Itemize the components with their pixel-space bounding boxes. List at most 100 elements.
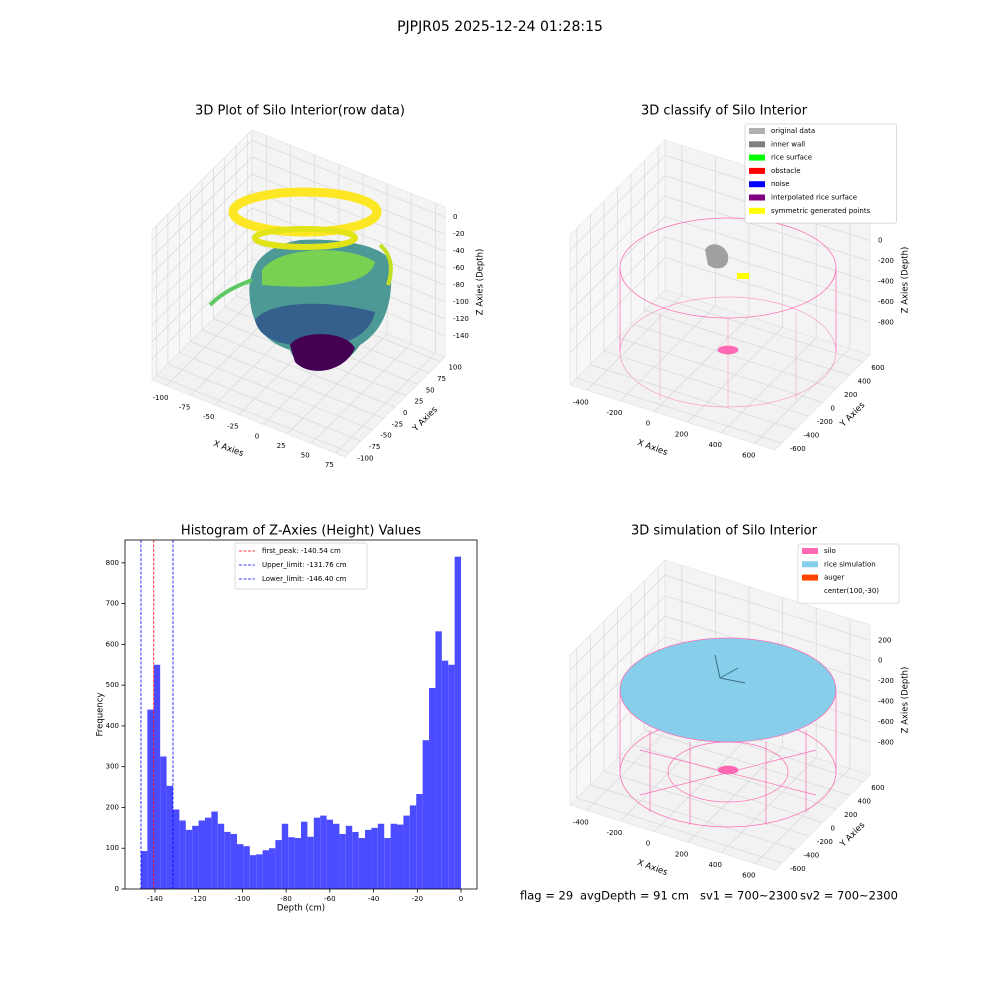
legend-label: original data [771,127,815,135]
grid-line [576,377,782,444]
grid-line [190,341,384,419]
x-tick-label: 0 [646,840,650,848]
x-tick-label: -100 [153,394,169,402]
grid-line [569,216,666,312]
y-tick-label: 500 [106,681,119,689]
chart-title: Histogram of Z-Axies (Height) Values [181,524,421,539]
bar [211,811,218,889]
y-tick-label: 200 [844,391,857,399]
legend-swatch [749,128,765,134]
z-tick-label: 0 [878,237,882,245]
y-tick-label: 100 [448,364,461,372]
auger [714,654,746,684]
y-tick-label: 0 [403,409,407,417]
grid-line [151,173,253,275]
y-tick-label: 300 [106,763,119,771]
x-tick-label: -400 [573,818,589,826]
bar [384,838,391,889]
grid-line [658,296,864,363]
z-tick-label: -600 [878,718,894,726]
x-tick-label: 75 [325,461,334,469]
y-tick-label: 800 [106,559,119,567]
bar [326,819,334,889]
grid-line [569,636,666,732]
y-tick-label: -50 [380,432,391,440]
grid-line [569,257,666,353]
legend-label: obstacle [771,167,801,175]
cloud-stray [378,243,393,286]
x-tick-label: 600 [742,452,755,460]
bar [185,829,193,889]
z-tick-label: -60 [453,264,464,272]
legend-label: rice surface [771,154,812,162]
grid-line [167,363,362,442]
grid-line [569,236,666,333]
bar [320,815,327,889]
y-tick-label: 75 [437,375,446,383]
y-axis-label: Frequency [96,693,106,737]
z-tick-label: -400 [878,698,894,706]
y-tick-label: 600 [871,364,884,372]
legend-swatch [749,154,765,161]
legend-swatch [749,207,765,214]
x-axis-label: Depth (cm) [277,904,325,914]
legend-label: Upper_limit: -131.76 cm [262,561,347,569]
y-tick-label: 200 [844,811,857,819]
legend-label: Lower_limit: -146.40 cm [262,575,347,583]
y-tick-label: 50 [426,386,435,394]
bar [243,846,250,889]
bar [429,687,436,889]
grid-line [569,615,666,712]
z-tick-label: -400 [878,278,894,286]
z-tick-label: -200 [878,257,894,265]
z-tick-label: -800 [878,318,894,326]
bar [140,851,148,889]
z-tick-label: -800 [878,738,894,746]
x-tick-label: -50 [203,413,214,421]
x-tick-label: 25 [277,442,286,450]
x-tick-label: 0 [646,420,650,428]
bar [198,820,205,889]
y-tick-label: -100 [358,454,374,462]
y-tick-label: -400 [803,852,819,860]
grid-line [569,195,666,292]
z-tick-label: -20 [453,230,464,238]
y-tick-label: -600 [790,865,806,873]
z-tick-label: -120 [453,315,469,323]
grid-line [569,575,666,671]
x-tick-label: -200 [606,829,622,837]
grid-line [630,323,837,390]
y-tick-label: -25 [392,420,403,428]
z-tick-label: -80 [453,281,464,289]
y-tick-label: -75 [369,443,380,451]
grid-line [151,258,253,360]
bar [409,805,417,889]
grid-line [151,207,253,309]
z-tick-label: -200 [878,677,894,685]
y-tick-label: 400 [858,377,871,385]
bar [377,823,385,889]
bar [397,824,404,889]
legend-label: noise [771,180,790,188]
x-tick-label: 200 [675,850,688,858]
rice-surface [619,637,837,743]
grid-line [603,770,810,837]
y-tick-label: -200 [817,418,833,426]
chart-title: 3D simulation of Silo Interior [631,524,818,539]
bar [268,848,276,889]
x-tick-label: -20 [412,895,423,903]
silo-rendering [619,217,837,408]
y-tick-label: 0 [115,885,119,893]
bar [179,820,186,889]
cloud-bottom [290,334,355,371]
z-tick-label: 200 [878,636,891,644]
legend-label: rice simulation [824,560,876,568]
x-tick-label: -25 [227,423,238,431]
grid-line [644,730,850,796]
bar [422,740,430,889]
y-tick-label: 600 [106,640,119,648]
figure-title: PJPJR05 2025-12-24 01:28:15 [397,19,603,35]
cloud-band [262,250,375,287]
bar [390,823,398,889]
